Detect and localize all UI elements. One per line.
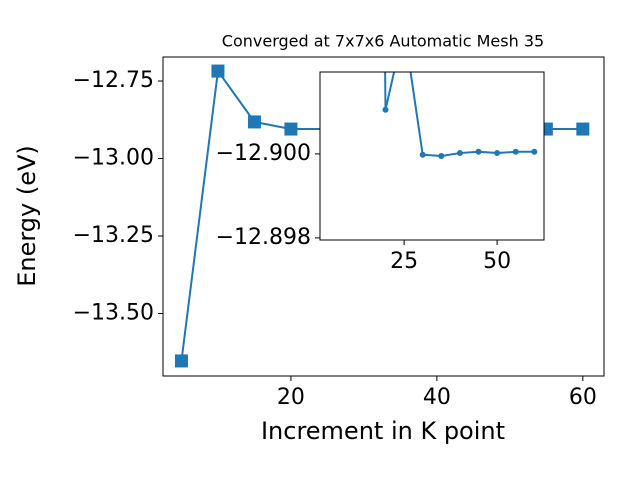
marker [438,153,445,159]
marker [512,148,519,155]
y-axis-label: Energy (eV) [13,145,41,287]
x-tick-label: 40 [423,385,451,410]
x-tick-label: 25 [390,249,418,274]
marker [494,150,501,157]
axes-frame [162,56,605,377]
chart-title: Converged at 7x7x6 Automatic Mesh 35 [222,32,544,51]
y-tick-label: −13.00 [73,145,154,170]
y-tick-label: −12.898 [216,225,311,250]
marker [211,64,225,78]
marker [247,115,261,129]
y-tick-label: −12.75 [73,68,154,93]
x-tick-label: 60 [569,385,597,410]
marker [419,151,426,158]
axes-frame [319,71,545,241]
plot-area [382,72,538,159]
marker [475,148,482,155]
x-tick-label: 20 [277,385,305,410]
marker [284,122,298,136]
marker [456,150,463,157]
y-tick-label: −12.900 [216,141,311,166]
y-tick-label: −13.50 [73,301,154,326]
marker [531,148,538,155]
x-tick-label: 50 [483,249,511,274]
series-line [384,72,535,158]
x-axis-label: Increment in K point [261,417,505,445]
marker [174,354,188,368]
marker [382,106,389,113]
y-tick-label: −13.25 [73,223,154,248]
marker [576,122,590,136]
